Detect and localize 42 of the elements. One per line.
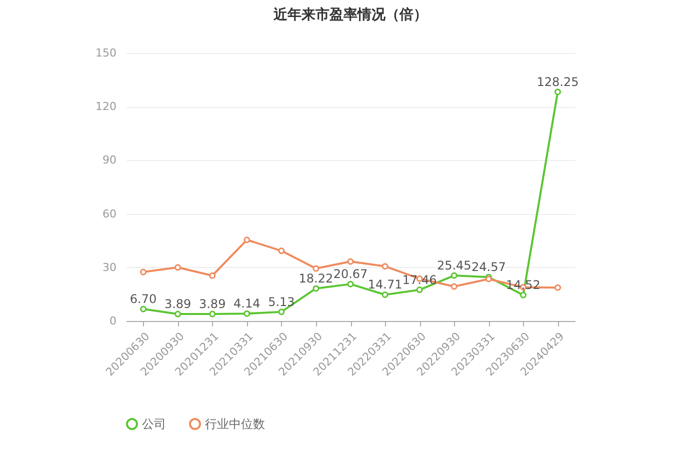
- data-label: 20.67: [333, 267, 368, 282]
- point: [209, 310, 216, 318]
- data-label: 128.25: [536, 74, 579, 89]
- legend-label: 行业中位数: [205, 417, 265, 431]
- point: [450, 283, 458, 290]
- point: [554, 284, 561, 291]
- y-tick-label: 30: [102, 260, 116, 274]
- point: [174, 264, 182, 271]
- point: [278, 308, 285, 316]
- data-label: 25.45: [436, 258, 472, 273]
- data-label: 24.57: [471, 260, 506, 274]
- point: [554, 88, 561, 96]
- point: [347, 258, 354, 265]
- y-tick-label: 120: [96, 100, 116, 114]
- point: [312, 285, 320, 292]
- chart-title: 近年来市盈率情况（倍）: [272, 6, 428, 23]
- point: [244, 236, 250, 244]
- legend-label: 公司: [142, 417, 166, 431]
- point: [382, 263, 388, 270]
- data-label: 4.14: [234, 296, 260, 311]
- y-tick-label: 90: [102, 154, 116, 167]
- data-label: 18.22: [298, 271, 334, 286]
- point: [174, 310, 182, 318]
- point: [416, 286, 423, 294]
- point: [312, 265, 320, 272]
- point: [140, 268, 147, 276]
- data-label: 5.13: [268, 294, 295, 309]
- data-label: 3.89: [164, 297, 192, 312]
- point: [520, 292, 526, 298]
- y-tick-label: 0: [110, 314, 116, 328]
- y-tick-label: 150: [96, 46, 116, 60]
- point: [278, 248, 285, 254]
- point: [450, 272, 458, 279]
- point: [382, 291, 388, 298]
- data-label: 3.89: [198, 297, 226, 312]
- point: [140, 306, 147, 312]
- point: [244, 310, 250, 317]
- point: [209, 272, 216, 279]
- point: [347, 280, 354, 288]
- data-label: 14.71: [368, 278, 402, 292]
- y-tick-label: 60: [102, 207, 116, 220]
- data-label: 6.70: [130, 292, 157, 306]
